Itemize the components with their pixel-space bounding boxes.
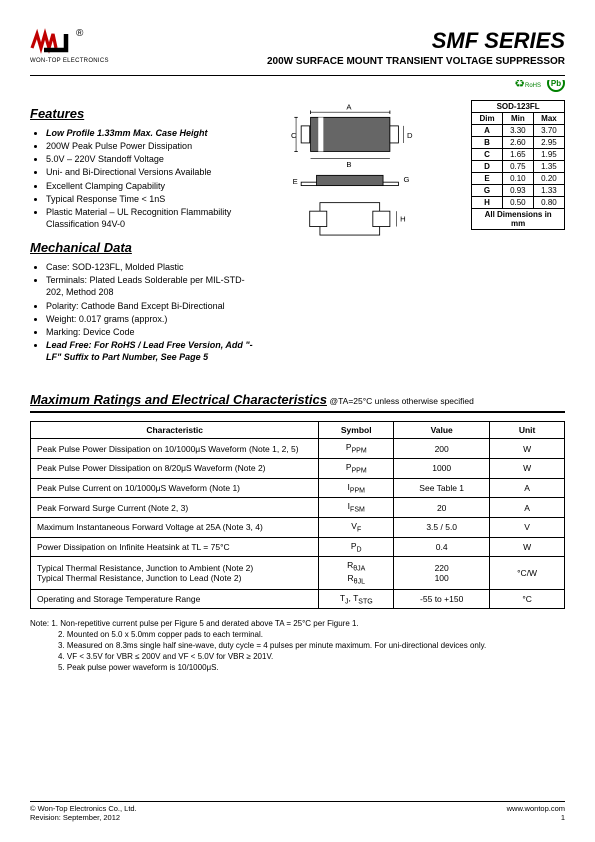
svg-text:C: C xyxy=(291,131,297,140)
mech-item: Weight: 0.017 grams (approx.) xyxy=(46,313,259,325)
notes-block: Note: 1. Non-repetitive current pulse pe… xyxy=(30,619,565,673)
svg-text:A: A xyxy=(346,103,352,112)
dim-header: Min xyxy=(502,113,533,125)
table-row: Peak Pulse Power Dissipation on 8/20μS W… xyxy=(31,458,565,478)
dim-table-title: SOD-123FL xyxy=(472,101,565,113)
note-item: 5. Peak pulse power waveform is 10/1000μ… xyxy=(58,663,219,674)
ratings-table: Characteristic Symbol Value Unit Peak Pu… xyxy=(30,421,565,609)
table-row: Power Dissipation on Infinite Heatsink a… xyxy=(31,537,565,557)
registered-mark: ® xyxy=(76,28,83,39)
header: ® WON-TOP ELECTRONICS SMF SERIES 200W SU… xyxy=(30,28,565,67)
table-row: Typical Thermal Resistance, Junction to … xyxy=(31,557,565,589)
feature-item: 5.0V – 220V Standoff Voltage xyxy=(46,153,259,165)
series-title: SMF SERIES xyxy=(267,28,565,54)
dimension-table: SOD-123FL Dim Min Max A3.303.70 B2.602.9… xyxy=(471,100,565,230)
footer: © Won-Top Electronics Co., Ltd. Revision… xyxy=(30,801,565,822)
svg-text:G: G xyxy=(403,175,409,184)
logo-icon xyxy=(30,28,74,56)
divider xyxy=(30,411,565,413)
package-drawing: A C D B E G xyxy=(279,102,462,247)
ratings-conditions: @TA=25°C unless otherwise specified xyxy=(329,396,473,406)
feature-item: Typical Response Time < 1nS xyxy=(46,193,259,205)
divider xyxy=(30,75,565,76)
pb-free-icon: Pb xyxy=(547,80,565,92)
feature-item: Low Profile 1.33mm Max. Case Height xyxy=(46,127,259,139)
title-block: SMF SERIES 200W SURFACE MOUNT TRANSIENT … xyxy=(267,28,565,67)
mechanical-list: Case: SOD-123FL, Molded Plastic Terminal… xyxy=(30,261,259,363)
table-row: Peak Forward Surge Current (Note 2, 3)IF… xyxy=(31,498,565,518)
feature-item: Plastic Material – UL Recognition Flamma… xyxy=(46,206,259,230)
feature-item: Excellent Clamping Capability xyxy=(46,180,259,192)
dim-table-footer: All Dimensions in mm xyxy=(472,209,565,230)
website: www.wontop.com xyxy=(507,804,565,813)
mech-item: Polarity: Cathode Band Except Bi-Directi… xyxy=(46,300,259,312)
mech-item: Marking: Device Code xyxy=(46,326,259,338)
table-row: Maximum Instantaneous Forward Voltage at… xyxy=(31,518,565,538)
mech-item: Lead Free: For RoHS / Lead Free Version,… xyxy=(46,339,259,363)
mech-item: Terminals: Plated Leads Solderable per M… xyxy=(46,274,259,298)
left-column: Features Low Profile 1.33mm Max. Case He… xyxy=(30,96,259,364)
col-header: Symbol xyxy=(319,422,394,439)
note-item: 3. Measured on 8.3ms single half sine-wa… xyxy=(58,641,486,652)
mech-item: Case: SOD-123FL, Molded Plastic xyxy=(46,261,259,273)
table-row: Peak Pulse Power Dissipation on 10/1000μ… xyxy=(31,439,565,459)
col-header: Characteristic xyxy=(31,422,319,439)
mechanical-title: Mechanical Data xyxy=(30,240,259,255)
svg-text:D: D xyxy=(407,131,413,140)
notes-label: Note: xyxy=(30,619,49,628)
dimension-table-wrapper: SOD-123FL Dim Min Max A3.303.70 B2.602.9… xyxy=(471,96,565,230)
svg-text:B: B xyxy=(346,160,351,169)
feature-item: Uni- and Bi-Directional Versions Availab… xyxy=(46,166,259,178)
dim-header: Max xyxy=(533,113,564,125)
revision: Revision: September, 2012 xyxy=(30,813,137,822)
subtitle: 200W SURFACE MOUNT TRANSIENT VOLTAGE SUP… xyxy=(267,56,565,67)
table-row: Peak Pulse Current on 10/1000μS Waveform… xyxy=(31,478,565,498)
dim-header: Dim xyxy=(472,113,503,125)
note-item: 1. Non-repetitive current pulse per Figu… xyxy=(51,619,358,628)
svg-text:H: H xyxy=(400,214,406,223)
compliance-badges: ♻RoHS Pb xyxy=(514,80,565,92)
col-header: Value xyxy=(394,422,490,439)
company-name: WON-TOP ELECTRONICS xyxy=(30,58,109,64)
company-logo: ® WON-TOP ELECTRONICS xyxy=(30,28,109,64)
col-header: Unit xyxy=(490,422,565,439)
right-column: A C D B E G xyxy=(279,96,565,364)
note-item: 4. VF < 3.5V for VBR ≤ 200V and VF < 5.0… xyxy=(58,652,273,663)
note-item: 2. Mounted on 5.0 x 5.0mm copper pads to… xyxy=(58,630,263,641)
features-title: Features xyxy=(30,106,259,121)
features-list: Low Profile 1.33mm Max. Case Height 200W… xyxy=(30,127,259,230)
ratings-title: Maximum Ratings and Electrical Character… xyxy=(30,392,327,407)
feature-item: 200W Peak Pulse Power Dissipation xyxy=(46,140,259,152)
svg-text:E: E xyxy=(292,177,297,186)
table-row: Operating and Storage Temperature RangeT… xyxy=(31,589,565,609)
copyright: © Won-Top Electronics Co., Ltd. xyxy=(30,804,137,813)
rohs-icon: ♻RoHS xyxy=(514,80,541,90)
page-number: 1 xyxy=(507,813,565,822)
